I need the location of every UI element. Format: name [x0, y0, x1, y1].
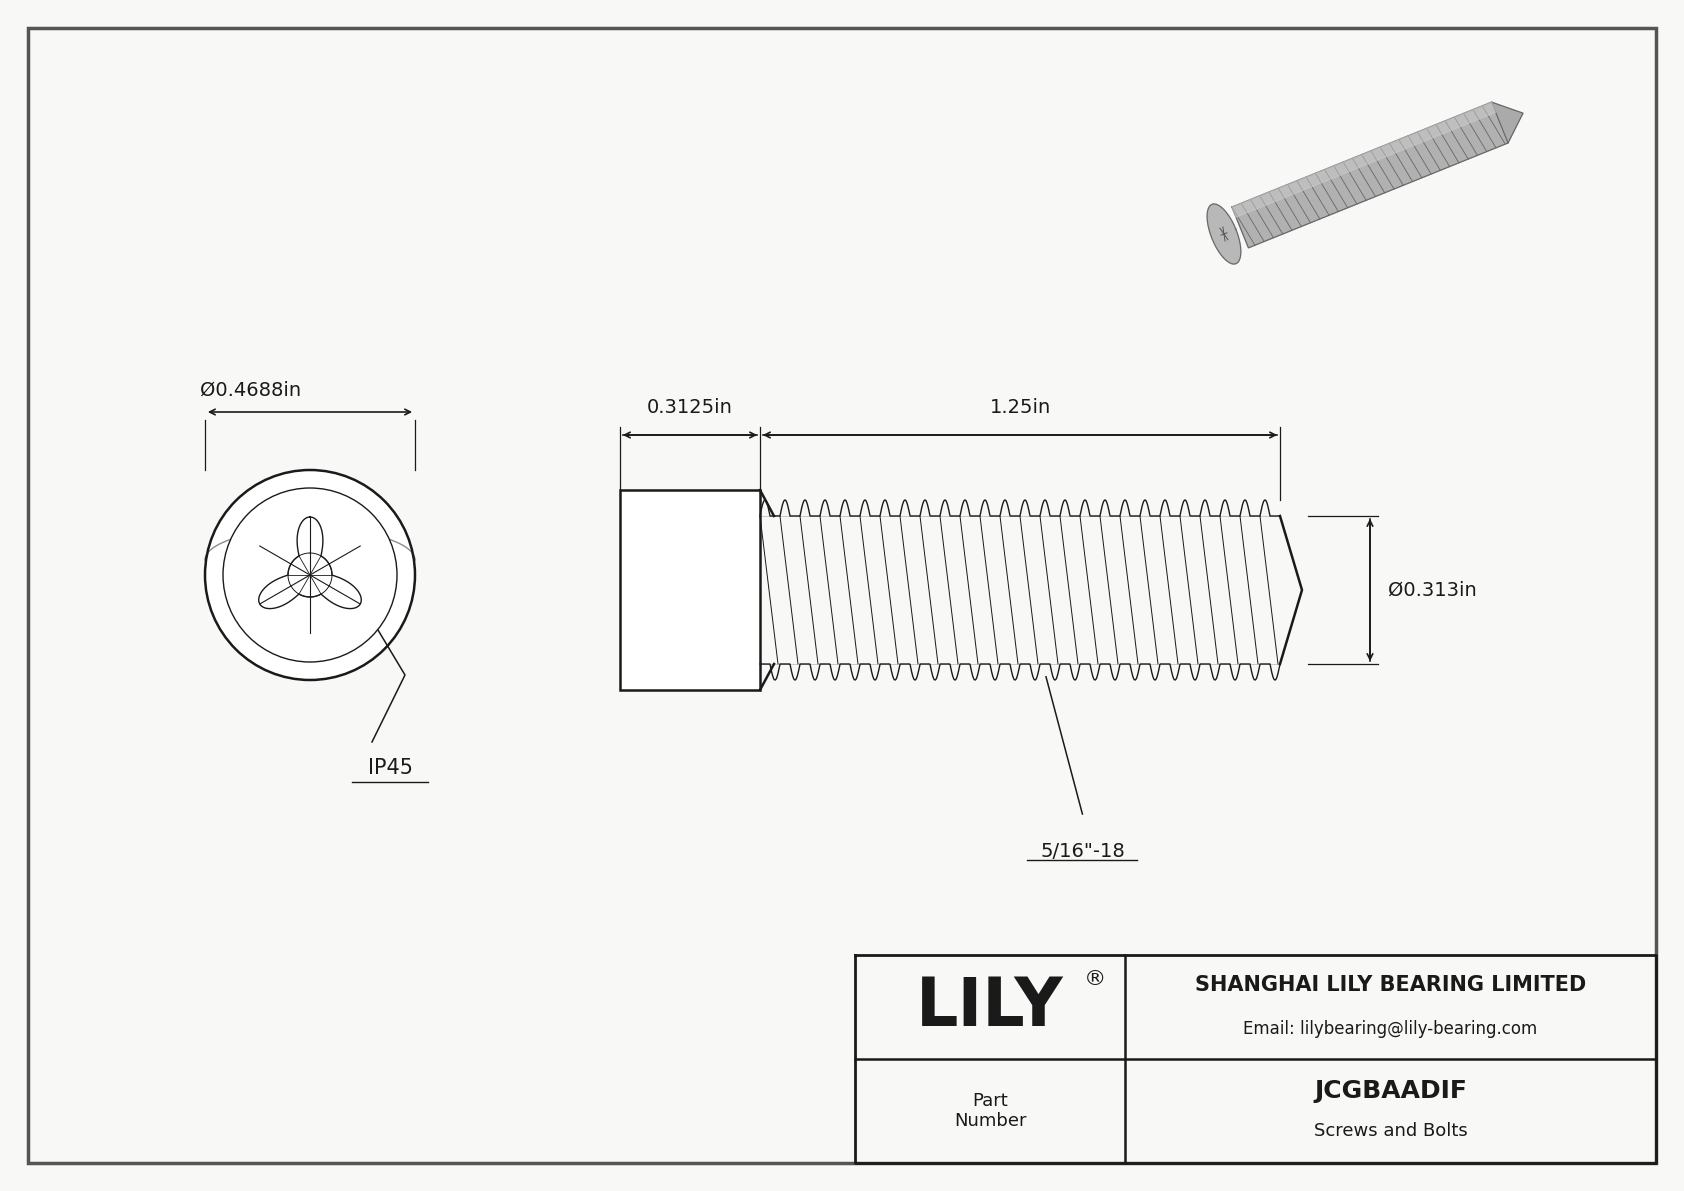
Polygon shape — [1233, 102, 1495, 217]
Polygon shape — [1492, 102, 1522, 143]
Polygon shape — [1207, 204, 1241, 264]
Text: Ø0.4688in: Ø0.4688in — [200, 381, 301, 400]
Circle shape — [222, 488, 397, 662]
Circle shape — [205, 470, 414, 680]
Bar — [620, 490, 759, 690]
Text: Part
Number: Part Number — [953, 1092, 1026, 1130]
Text: LILY: LILY — [916, 974, 1064, 1040]
Text: ®: ® — [1084, 969, 1106, 989]
Text: JCGBAADIF: JCGBAADIF — [1314, 1079, 1467, 1103]
Polygon shape — [1233, 102, 1509, 248]
Text: 0.3125in: 0.3125in — [647, 398, 733, 417]
Text: Ø0.313in: Ø0.313in — [1388, 580, 1477, 599]
Text: IP45: IP45 — [367, 757, 413, 778]
Text: Screws and Bolts: Screws and Bolts — [1314, 1122, 1467, 1140]
Text: Email: lilybearing@lily-bearing.com: Email: lilybearing@lily-bearing.com — [1243, 1019, 1537, 1039]
Text: 5/16"-18: 5/16"-18 — [1041, 842, 1125, 861]
Text: SHANGHAI LILY BEARING LIMITED: SHANGHAI LILY BEARING LIMITED — [1196, 975, 1586, 994]
Text: 1.25in: 1.25in — [990, 398, 1051, 417]
